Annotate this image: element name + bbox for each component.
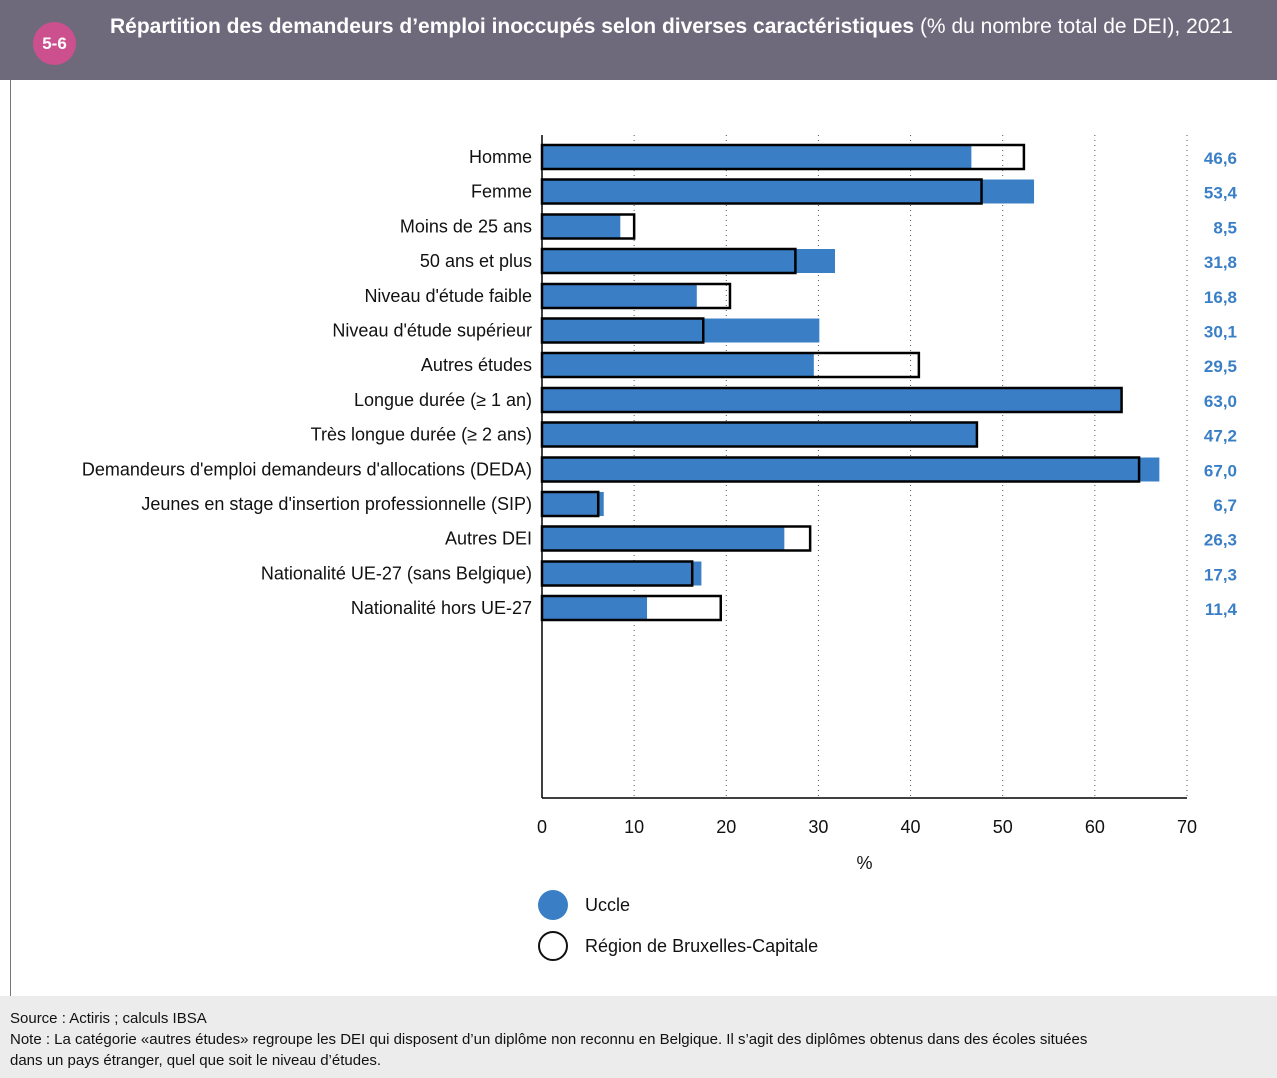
x-tick-label: 50 — [993, 817, 1013, 837]
bar-uccle — [542, 145, 972, 169]
category-label: Longue durée (≥ 1 an) — [354, 390, 532, 410]
bar-uccle — [542, 214, 621, 239]
value-label: 8,5 — [1213, 219, 1237, 238]
bar-uccle — [542, 492, 604, 516]
category-label: 50 ans et plus — [420, 251, 532, 271]
bar-uccle — [542, 526, 785, 551]
figure-title: Répartition des demandeurs d’emploi inoc… — [110, 12, 1260, 41]
value-label: 26,3 — [1204, 531, 1237, 550]
category-label: Femme — [471, 182, 532, 202]
category-label: Autres DEI — [445, 529, 532, 549]
bar-uccle — [542, 284, 697, 308]
x-tick-label: 20 — [716, 817, 736, 837]
value-label: 63,0 — [1204, 392, 1237, 411]
x-tick-label: 60 — [1085, 817, 1105, 837]
category-label: Nationalité hors UE-27 — [351, 598, 532, 618]
category-label: Autres études — [421, 355, 532, 375]
x-tick-label: 0 — [537, 817, 547, 837]
bar-uccle — [542, 179, 1035, 204]
legend-label-region: Région de Bruxelles-Capitale — [585, 935, 819, 956]
category-label: Homme — [469, 147, 532, 167]
category-label: Niveau d'étude supérieur — [332, 321, 532, 341]
bar-uccle — [542, 318, 820, 343]
value-label: 30,1 — [1204, 323, 1237, 342]
note-text-line1: Note : La catégorie «autres études» regr… — [10, 1031, 1088, 1048]
value-label: 29,5 — [1204, 357, 1237, 376]
note-text-line2: dans un pays étranger, quel que soit le … — [10, 1052, 382, 1069]
value-label: 31,8 — [1204, 253, 1237, 272]
x-tick-label: 70 — [1177, 817, 1197, 837]
legend-item-uccle: Uccle — [538, 889, 630, 921]
left-border — [10, 80, 11, 996]
x-tick-label: 30 — [808, 817, 828, 837]
legend-swatch-uccle — [538, 890, 568, 920]
bar-chart: Homme 46,6 Femme 53,4 Moins de 25 ans 8,5 50 a… — [82, 135, 1238, 873]
value-label: 6,7 — [1213, 496, 1237, 515]
legend-item-region: Région de Bruxelles-Capitale — [538, 930, 818, 962]
value-label: 67,0 — [1204, 462, 1237, 481]
figure-header: 5-6 Répartition des demandeurs d’emploi … — [0, 0, 1277, 80]
x-tick-label: 40 — [901, 817, 921, 837]
category-label: Moins de 25 ans — [400, 217, 532, 237]
bar-uccle — [542, 561, 702, 586]
category-label: Niveau d'étude faible — [364, 286, 532, 306]
value-label: 17,3 — [1204, 566, 1237, 585]
category-label: Nationalité UE-27 (sans Belgique) — [261, 564, 532, 584]
x-tick-label: 10 — [624, 817, 644, 837]
value-label: 16,8 — [1204, 288, 1237, 307]
figure-title-detail: (% du nombre total de DEI), 2021 — [914, 15, 1233, 38]
value-label: 11,4 — [1205, 600, 1238, 619]
value-label: 53,4 — [1204, 184, 1238, 203]
figure-footer: Source : Actiris ; calculs IBSA Note : L… — [0, 996, 1277, 1078]
category-label: Jeunes en stage d'insertion professionne… — [141, 494, 532, 514]
legend-swatch-region — [538, 931, 568, 961]
value-label: 46,6 — [1204, 149, 1237, 168]
bar-uccle — [542, 422, 977, 447]
legend-label-uccle: Uccle — [585, 894, 631, 915]
figure-title-main: Répartition des demandeurs d’emploi inoc… — [110, 15, 915, 38]
bar-uccle — [542, 457, 1160, 482]
figure-number-badge: 5-6 — [33, 22, 76, 65]
value-label: 47,2 — [1204, 427, 1237, 446]
category-label: Très longue durée (≥ 2 ans) — [311, 425, 532, 445]
bar-uccle — [542, 596, 648, 620]
category-label: Demandeurs d'emploi demandeurs d'allocat… — [82, 460, 532, 480]
bar-uccle — [542, 353, 814, 377]
bar-uccle — [542, 249, 836, 273]
x-axis-label: % — [856, 853, 872, 873]
bar-uccle — [542, 388, 1123, 412]
source-text: Source : Actiris ; calculs IBSA — [10, 1010, 207, 1027]
